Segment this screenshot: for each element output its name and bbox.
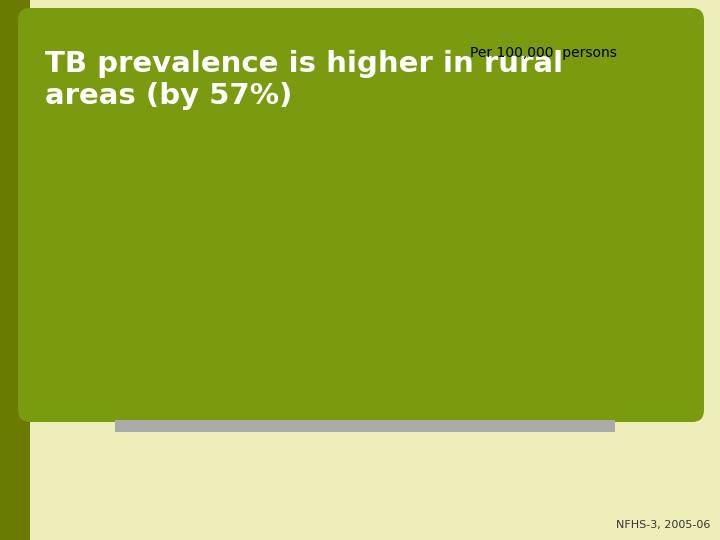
Polygon shape: [115, 420, 615, 432]
FancyBboxPatch shape: [18, 8, 704, 422]
Text: 418: 418: [535, 210, 567, 225]
Text: NFHS-3, 2005-06: NFHS-3, 2005-06: [616, 520, 710, 530]
Text: 307: 307: [196, 272, 228, 287]
Text: Per 100,000  persons: Per 100,000 persons: [470, 46, 617, 60]
Text: 469: 469: [366, 181, 397, 197]
Bar: [176, 290, 248, 462]
Text: areas (by 57%): areas (by 57%): [45, 82, 292, 110]
Bar: [516, 228, 587, 462]
Bar: [0, 0, 30, 540]
Text: TB prevalence is higher in rural: TB prevalence is higher in rural: [45, 50, 563, 78]
Bar: [346, 200, 417, 462]
